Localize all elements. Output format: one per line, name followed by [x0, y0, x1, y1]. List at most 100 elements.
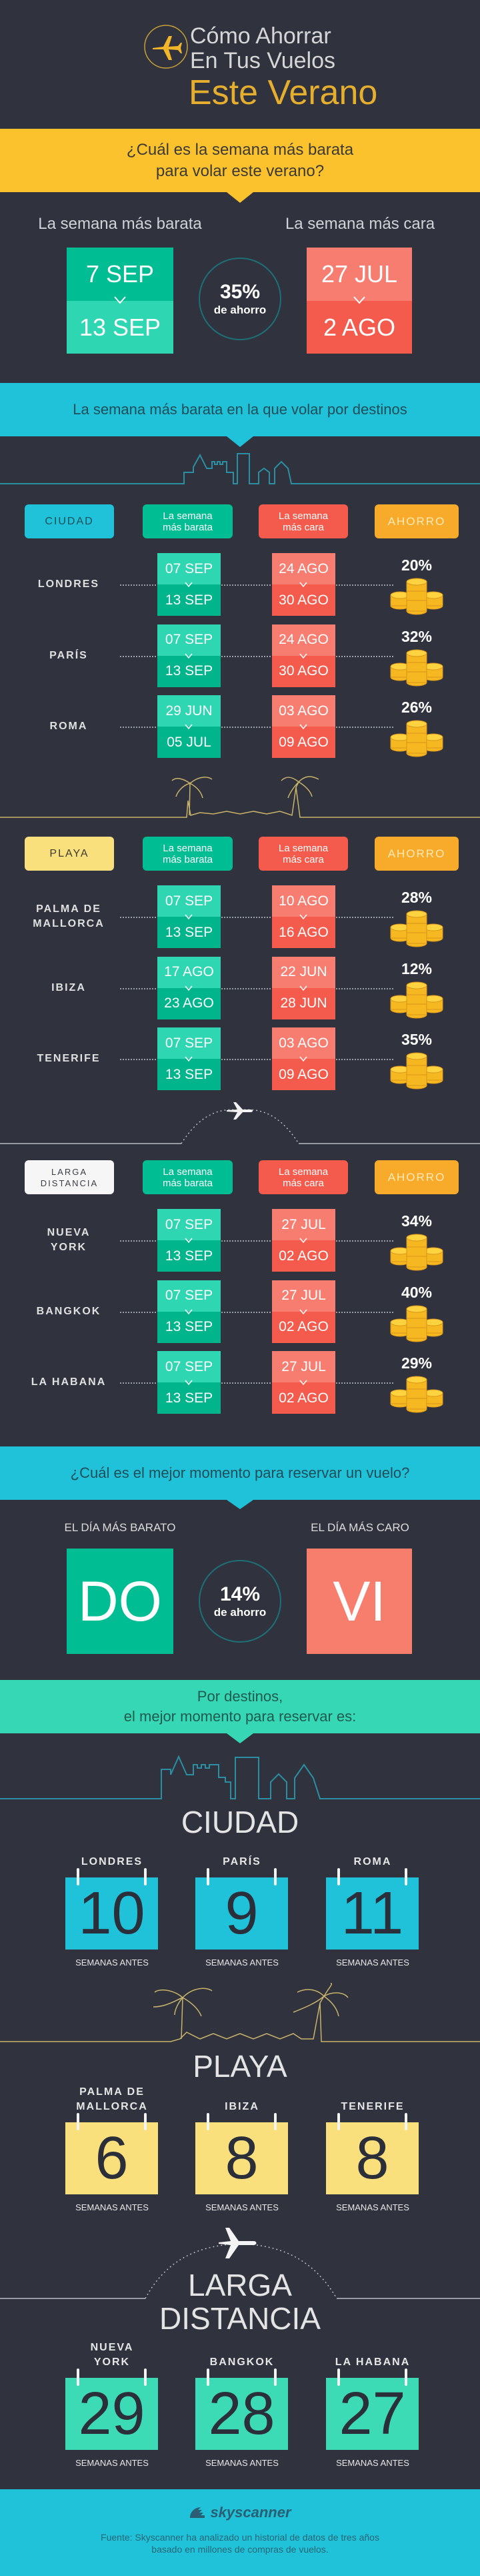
cheapest-week-dates: 07 SEP 13 SEP — [157, 1351, 221, 1414]
booking-destination-name-text: PARÍS — [223, 1856, 261, 1867]
chevron-down-icon — [353, 296, 365, 304]
cheapest-from: 07 SEP — [157, 1209, 221, 1240]
booking-destination-name-text: BANGKOK — [209, 2356, 275, 2368]
savings-pct: 35% — [219, 281, 261, 303]
booking-banner: Por destinos, el mejor momento para rese… — [0, 1680, 480, 1733]
weeks-unit-label: SEMANAS ANTES — [336, 2202, 409, 2212]
calendar-ring-icon — [274, 2369, 277, 2386]
priciest-to: 28 JUN — [272, 987, 335, 1019]
destination-name-text: PALMA DE MALLORCA — [33, 903, 105, 929]
source-line-2: basado en millones de compras de vuelos. — [151, 2544, 329, 2555]
row-leader-dots — [115, 1059, 393, 1060]
destination-name: PARÍS — [19, 640, 119, 671]
savings-percent: 40% — [401, 1283, 433, 1301]
title-line-3: Este Verano — [189, 73, 378, 112]
savings-percent: 34% — [401, 1212, 433, 1230]
day-savings-pct: 14% — [219, 1583, 261, 1605]
cheapest-from: 17 AGO — [157, 956, 221, 988]
destination-name-text: LONDRES — [37, 578, 100, 590]
priciest-from: 27 JUL — [272, 1351, 335, 1382]
priciest-week-label: La semana más cara — [285, 215, 435, 233]
priciest-from: 27 JUL — [272, 1280, 335, 1312]
destinations-banner-text: La semana más barata en la que volar por… — [73, 401, 407, 418]
booking-destination-name-text: LONDRES — [81, 1856, 143, 1867]
weeks-unit-label: SEMANAS ANTES — [75, 2202, 149, 2212]
cheapest-to: 13 SEP — [157, 1311, 221, 1343]
booking-destination-name: BANGKOK — [182, 2340, 302, 2370]
priciest-week-to: 2 AGO — [307, 301, 412, 354]
column-header-savings: AHORRO — [375, 837, 459, 871]
column-header-cheapest: La semana más barata — [143, 504, 233, 538]
destination-name-text: LA HABANA — [31, 1376, 107, 1388]
cheapest-week-dates: 29 JUN 05 JUL — [157, 695, 221, 758]
coins-icon — [389, 907, 444, 952]
priciest-to: 09 AGO — [272, 1059, 335, 1090]
booking-destination-name-text: PALMA DE MALLORCA — [76, 2086, 148, 2112]
chevron-down-icon — [114, 296, 126, 304]
row-leader-dots — [115, 987, 393, 989]
row-leader-dots — [115, 1240, 393, 1242]
column-header-savings: AHORRO — [375, 1160, 459, 1194]
banner-pointer — [227, 1733, 253, 1743]
cheapest-week-dates: 07 SEP 13 SEP — [157, 1209, 221, 1272]
calendar-weeks: 8 — [195, 2122, 288, 2194]
priciest-from: 24 AGO — [272, 553, 335, 584]
airplane-icon — [144, 25, 188, 69]
calendar-ring-icon — [405, 2113, 407, 2130]
destinations-banner: La semana más barata en la que volar por… — [0, 383, 480, 436]
priciest-week-dates: 22 JUN 28 JUN — [272, 956, 335, 1019]
cheapest-week-dates: 07 SEP 13 SEP — [157, 553, 221, 616]
priciest-week-dates: 24 AGO 30 AGO — [272, 624, 335, 687]
coins-icon — [389, 647, 444, 691]
priciest-from: 24 AGO — [272, 624, 335, 656]
skyscanner-logo-icon — [190, 2507, 205, 2518]
booking-destination-name-text: LA HABANA — [335, 2356, 411, 2368]
booking-group-title: PLAYA — [193, 2049, 287, 2084]
calendar-ring-icon — [207, 2113, 209, 2130]
cheapest-week-to: 13 SEP — [67, 301, 173, 354]
calendar-ring-icon — [144, 1868, 147, 1885]
destination-name: NUEVA YORK — [19, 1226, 119, 1255]
destination-name: PALMA DE MALLORCA — [19, 902, 119, 931]
priciest-week-dates: 10 AGO 16 AGO — [272, 885, 335, 948]
cheapest-to: 23 AGO — [157, 987, 221, 1019]
booking-destination-name-text: ROMA — [353, 1856, 392, 1867]
row-leader-dots — [115, 727, 393, 728]
cheapest-day-box: DO — [67, 1549, 173, 1654]
banner-pointer — [227, 192, 253, 203]
savings-label: de ahorro — [213, 304, 267, 316]
cheapest-to: 13 SEP — [157, 1059, 221, 1090]
coins-icon — [389, 1049, 444, 1094]
booking-destination-name: NUEVA YORK — [52, 2340, 172, 2370]
booking-banner-line-1: Por destinos, — [197, 1688, 283, 1705]
plane-arc-icon — [0, 2228, 480, 2299]
priciest-week-dates: 03 AGO 09 AGO — [272, 1027, 335, 1090]
cheapest-from: 07 SEP — [157, 553, 221, 584]
priciest-to: 02 AGO — [272, 1311, 335, 1343]
calendar-weeks: 6 — [65, 2122, 158, 2194]
savings-percent: 28% — [401, 889, 433, 906]
savings-percent: 20% — [401, 556, 433, 574]
booking-destination-name-text: IBIZA — [225, 2101, 259, 2112]
coins-icon — [389, 575, 444, 620]
weeks-unit-label: SEMANAS ANTES — [205, 2202, 279, 2212]
banner-pointer — [227, 1500, 253, 1509]
cheapest-to: 13 SEP — [157, 917, 221, 948]
column-header-cheapest: La semana más barata — [143, 837, 233, 871]
booking-destination-name: ROMA — [313, 1840, 433, 1869]
cheapest-from: 07 SEP — [157, 885, 221, 917]
priciest-week-from: 27 JUL — [307, 248, 412, 301]
cheapest-week-box: 7 SEP 13 SEP — [67, 248, 173, 354]
savings-percent: 26% — [401, 699, 433, 716]
priciest-to: 30 AGO — [272, 655, 335, 687]
weeks-unit-label: SEMANAS ANTES — [75, 1958, 149, 1968]
calendar-weeks: 10 — [65, 1877, 158, 1950]
cheapest-to: 13 SEP — [157, 584, 221, 616]
source-line-1: Fuente: Skyscanner ha analizado un histo… — [101, 2532, 379, 2543]
destination-name: BANGKOK — [19, 1296, 119, 1326]
destination-name: IBIZA — [19, 973, 119, 1003]
coins-icon — [389, 1373, 444, 1418]
booking-destination-name: PARÍS — [182, 1840, 302, 1869]
priciest-to: 16 AGO — [272, 917, 335, 948]
savings-percent: 12% — [401, 959, 433, 977]
